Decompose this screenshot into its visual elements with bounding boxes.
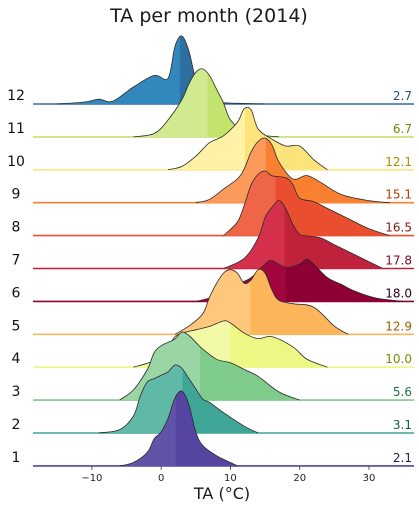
mean-label-7: 17.8 [385, 254, 412, 268]
ridge-outline-5 [174, 268, 349, 335]
ridge-outline-8 [223, 170, 390, 236]
mean-label-2: 3.1 [393, 418, 412, 432]
ridge-outline-2 [98, 364, 259, 434]
month-label-3: 3 [12, 384, 21, 400]
x-axis: −10 0 10 20 30 [81, 465, 376, 484]
ridge-outline-1 [119, 390, 238, 467]
month-label-7: 7 [12, 253, 21, 269]
x-axis-label: TA (°C) [193, 484, 250, 503]
month-label-2: 2 [12, 417, 21, 433]
ridge-area-11 [133, 68, 279, 137]
ridge-outline-9 [195, 137, 390, 204]
chart-title: TA per month (2014) [109, 5, 308, 27]
mean-label-3: 5.6 [393, 385, 412, 399]
month-label-5: 5 [12, 318, 21, 334]
month-label-6: 6 [12, 285, 21, 301]
x-tick-label: −10 [81, 473, 102, 484]
ridge-11: 11 6.7 [7, 68, 414, 138]
x-tick-label: 20 [293, 473, 306, 484]
x-tick-label: 10 [224, 473, 237, 484]
ridges: 12 2.711 6.710 12.19 15.18 16.57 17.86 18.05 12.… [7, 35, 414, 467]
mean-label-8: 16.5 [385, 221, 412, 235]
month-label-1: 1 [12, 450, 21, 466]
ridge-outline-3 [119, 331, 300, 401]
mean-label-6: 18.0 [385, 286, 412, 300]
mean-label-1: 2.1 [393, 451, 412, 465]
mean-label-11: 6.7 [393, 122, 412, 136]
month-label-8: 8 [12, 220, 21, 236]
month-label-9: 9 [12, 187, 21, 203]
x-tick-label: 0 [158, 473, 164, 484]
month-label-4: 4 [12, 351, 21, 367]
month-label-10: 10 [7, 154, 25, 170]
x-tick-label: 30 [363, 473, 376, 484]
ridge-area-9 [195, 137, 390, 203]
mean-label-12: 2.7 [393, 89, 412, 103]
ridge-outline-10 [167, 106, 328, 171]
month-label-12: 12 [7, 88, 25, 104]
ridge-area-12 [57, 35, 266, 104]
mean-label-9: 15.1 [385, 188, 412, 202]
mean-label-4: 10.0 [385, 352, 412, 366]
month-label-11: 11 [7, 121, 25, 137]
ridge-outline-7 [223, 200, 383, 269]
mean-label-10: 12.1 [385, 155, 412, 169]
mean-label-5: 12.9 [385, 319, 412, 333]
